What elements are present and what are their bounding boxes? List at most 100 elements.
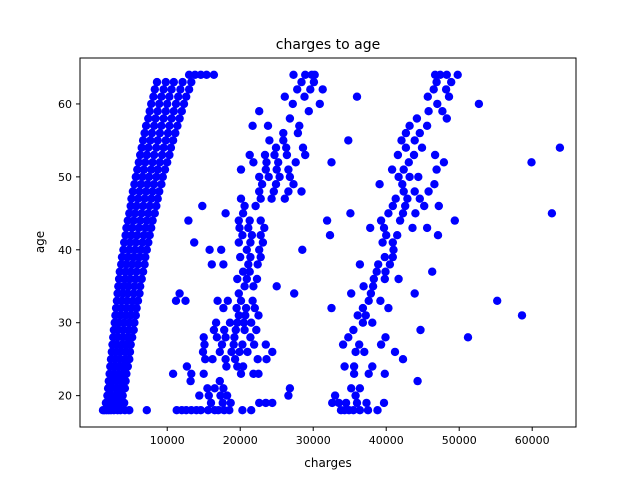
data-point (242, 245, 251, 254)
data-point (160, 165, 170, 174)
data-point (137, 274, 146, 284)
data-point (136, 150, 145, 160)
data-point (155, 99, 164, 109)
data-point (195, 391, 204, 400)
data-point (364, 369, 373, 378)
data-point (405, 121, 414, 130)
data-point (247, 318, 256, 327)
data-point (216, 391, 225, 400)
x-tick-label: 20000 (223, 434, 258, 447)
data-point (236, 194, 246, 203)
data-point (138, 172, 147, 182)
data-point (141, 158, 150, 167)
data-point (344, 136, 353, 145)
data-point (133, 165, 142, 174)
data-point (272, 282, 281, 291)
data-point (275, 172, 284, 182)
data-point (351, 347, 360, 357)
data-point (238, 362, 248, 371)
data-point (147, 165, 156, 174)
data-point (133, 231, 142, 240)
data-point (123, 362, 132, 371)
data-point (132, 303, 141, 313)
data-point (144, 209, 153, 218)
data-point (424, 107, 433, 116)
data-point (152, 143, 161, 152)
data-point (351, 391, 360, 400)
data-point (417, 143, 427, 152)
data-point (126, 267, 135, 276)
data-point (263, 121, 273, 130)
data-point (136, 245, 146, 254)
data-point (161, 107, 170, 116)
data-point (128, 333, 137, 342)
data-point (393, 231, 402, 240)
data-point (376, 340, 386, 349)
data-point (284, 165, 293, 174)
data-point (387, 165, 397, 174)
x-tick-label: 10000 (150, 434, 185, 447)
data-point (433, 231, 443, 240)
x-axis-label: charges (304, 456, 352, 470)
data-point (152, 77, 162, 87)
data-point (137, 143, 146, 152)
data-point (199, 333, 208, 342)
data-point (155, 128, 165, 138)
data-point (145, 231, 154, 240)
data-point (125, 209, 134, 218)
data-point (424, 187, 433, 196)
data-point (184, 70, 194, 80)
data-point (254, 311, 263, 320)
data-point (120, 398, 129, 408)
data-point (245, 216, 254, 225)
data-point (130, 318, 139, 327)
data-point (198, 347, 208, 357)
data-point (155, 158, 165, 167)
data-point (368, 362, 377, 371)
data-point (121, 231, 130, 240)
data-point (251, 201, 260, 211)
data-point (349, 369, 359, 378)
data-point (202, 70, 211, 80)
data-point (410, 289, 419, 298)
data-point (133, 296, 143, 305)
data-point (135, 252, 144, 262)
data-point (127, 194, 136, 203)
data-point (352, 398, 362, 408)
data-point (207, 260, 216, 269)
data-point (280, 92, 289, 101)
data-point (125, 347, 135, 357)
data-point (145, 107, 154, 116)
data-point (432, 165, 441, 174)
data-point (157, 180, 166, 189)
data-point (265, 136, 274, 145)
data-point (380, 274, 389, 284)
data-point (133, 260, 143, 269)
data-point (220, 325, 229, 335)
data-point (493, 296, 502, 305)
data-point (147, 194, 156, 203)
data-point (267, 194, 276, 203)
data-point (215, 376, 224, 386)
data-point (328, 398, 337, 408)
data-point (388, 252, 397, 262)
data-point (397, 136, 406, 145)
data-point (171, 128, 180, 138)
data-point (145, 201, 154, 211)
data-point (416, 325, 425, 335)
data-point (284, 391, 293, 400)
data-point (428, 267, 437, 276)
data-point (389, 245, 398, 254)
data-point (247, 231, 257, 240)
x-tick-label: 40000 (369, 434, 404, 447)
data-point (368, 282, 378, 291)
data-point (149, 150, 159, 160)
y-axis-label: age (33, 231, 47, 253)
data-point (169, 77, 178, 87)
data-point (388, 238, 397, 247)
data-point (168, 136, 178, 145)
data-point (132, 201, 141, 211)
data-point (376, 296, 385, 305)
data-point (163, 128, 173, 138)
data-point (140, 128, 149, 138)
